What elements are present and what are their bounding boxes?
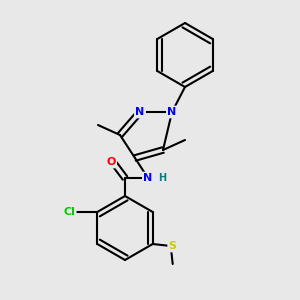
Text: O: O bbox=[106, 157, 116, 167]
Text: S: S bbox=[169, 241, 177, 251]
Text: Cl: Cl bbox=[63, 207, 75, 217]
Text: N: N bbox=[135, 107, 145, 117]
Text: H: H bbox=[158, 173, 166, 183]
Text: N: N bbox=[167, 107, 177, 117]
Text: N: N bbox=[143, 173, 153, 183]
